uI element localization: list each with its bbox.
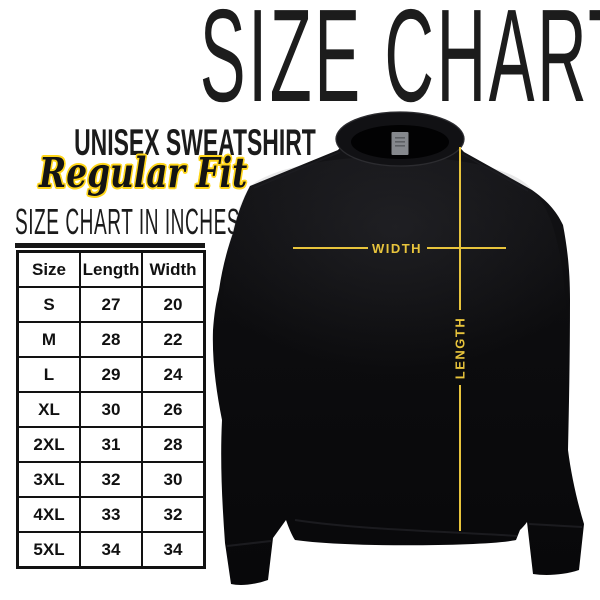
page-title: SIZE CHART bbox=[0, 0, 600, 129]
table-row: L 29 24 bbox=[16, 356, 206, 393]
table-row: XL 30 26 bbox=[16, 391, 206, 428]
cell-width: 34 bbox=[141, 531, 206, 569]
collar-tag-print bbox=[395, 137, 405, 139]
collar-tag bbox=[391, 132, 409, 155]
cell-length: 27 bbox=[79, 286, 143, 323]
table-row: 4XL 33 32 bbox=[16, 496, 206, 533]
table-row: 5XL 34 34 bbox=[16, 531, 206, 569]
collar-tag-print bbox=[395, 141, 405, 143]
table-header-row: Size Length Width bbox=[16, 250, 206, 288]
cell-length: 32 bbox=[79, 461, 143, 498]
table-heading: SIZE CHART IN INCHES bbox=[15, 203, 240, 241]
cell-size: 5XL bbox=[16, 531, 81, 569]
cell-size: XL bbox=[16, 391, 81, 428]
product-name: UNISEX SWEATSHIRT bbox=[0, 124, 316, 161]
cell-size: L bbox=[16, 356, 81, 393]
cell-size: 2XL bbox=[16, 426, 81, 463]
table-row: M 28 22 bbox=[16, 321, 206, 358]
column-header-size: Size bbox=[16, 250, 81, 288]
column-header-length: Length bbox=[79, 250, 143, 288]
cell-width: 22 bbox=[141, 321, 206, 358]
hem-seam bbox=[294, 519, 518, 537]
cell-width: 28 bbox=[141, 426, 206, 463]
cell-width: 26 bbox=[141, 391, 206, 428]
collar-tag-print bbox=[395, 145, 405, 147]
cell-length: 28 bbox=[79, 321, 143, 358]
length-label: LENGTH bbox=[453, 317, 468, 379]
page-title-text: SIZE CHART bbox=[199, 0, 600, 129]
fit-label-text: Regular Fit bbox=[38, 149, 248, 197]
table-row: S 27 20 bbox=[16, 286, 206, 323]
cell-length: 33 bbox=[79, 496, 143, 533]
sweatshirt-sheen bbox=[222, 156, 569, 406]
cell-size: 4XL bbox=[16, 496, 81, 533]
table-heading-text: SIZE CHART IN INCHES bbox=[15, 201, 241, 242]
size-table: Size Length Width S 27 20 M 28 22 L 29 2… bbox=[16, 250, 206, 569]
cell-width: 20 bbox=[141, 286, 206, 323]
cell-size: M bbox=[16, 321, 81, 358]
cell-length: 31 bbox=[79, 426, 143, 463]
left-cuff-seam bbox=[226, 540, 272, 547]
cell-width: 24 bbox=[141, 356, 206, 393]
column-header-width: Width bbox=[141, 250, 206, 288]
right-shoulder-seam bbox=[461, 153, 529, 192]
table-row: 3XL 32 30 bbox=[16, 461, 206, 498]
fit-label: Regular Fit bbox=[0, 150, 286, 196]
cell-length: 30 bbox=[79, 391, 143, 428]
table-row: 2XL 31 28 bbox=[16, 426, 206, 463]
cell-length: 34 bbox=[79, 531, 143, 569]
cell-width: 30 bbox=[141, 461, 206, 498]
left-shoulder-seam bbox=[253, 151, 341, 189]
cell-size: S bbox=[16, 286, 81, 323]
cell-size: 3XL bbox=[16, 461, 81, 498]
product-name-text: UNISEX SWEATSHIRT bbox=[74, 122, 316, 163]
right-cuff-seam bbox=[528, 523, 583, 528]
width-label: WIDTH bbox=[372, 241, 422, 256]
heading-underline bbox=[15, 243, 205, 248]
cell-width: 32 bbox=[141, 496, 206, 533]
sweatshirt-image: WIDTH LENGTH bbox=[212, 111, 584, 585]
cell-length: 29 bbox=[79, 356, 143, 393]
